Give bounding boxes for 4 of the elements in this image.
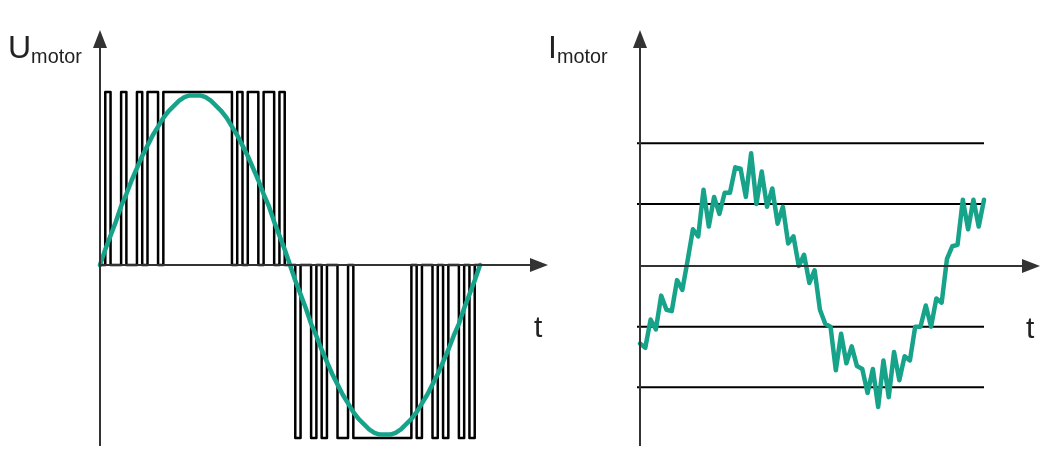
x-axis-title: t [1026,311,1035,344]
y-axis-title: I$_{motor}$ [548,29,608,67]
x-axis-title: t [534,310,543,343]
y-axis-title: U$_{motor}$ [8,29,83,67]
